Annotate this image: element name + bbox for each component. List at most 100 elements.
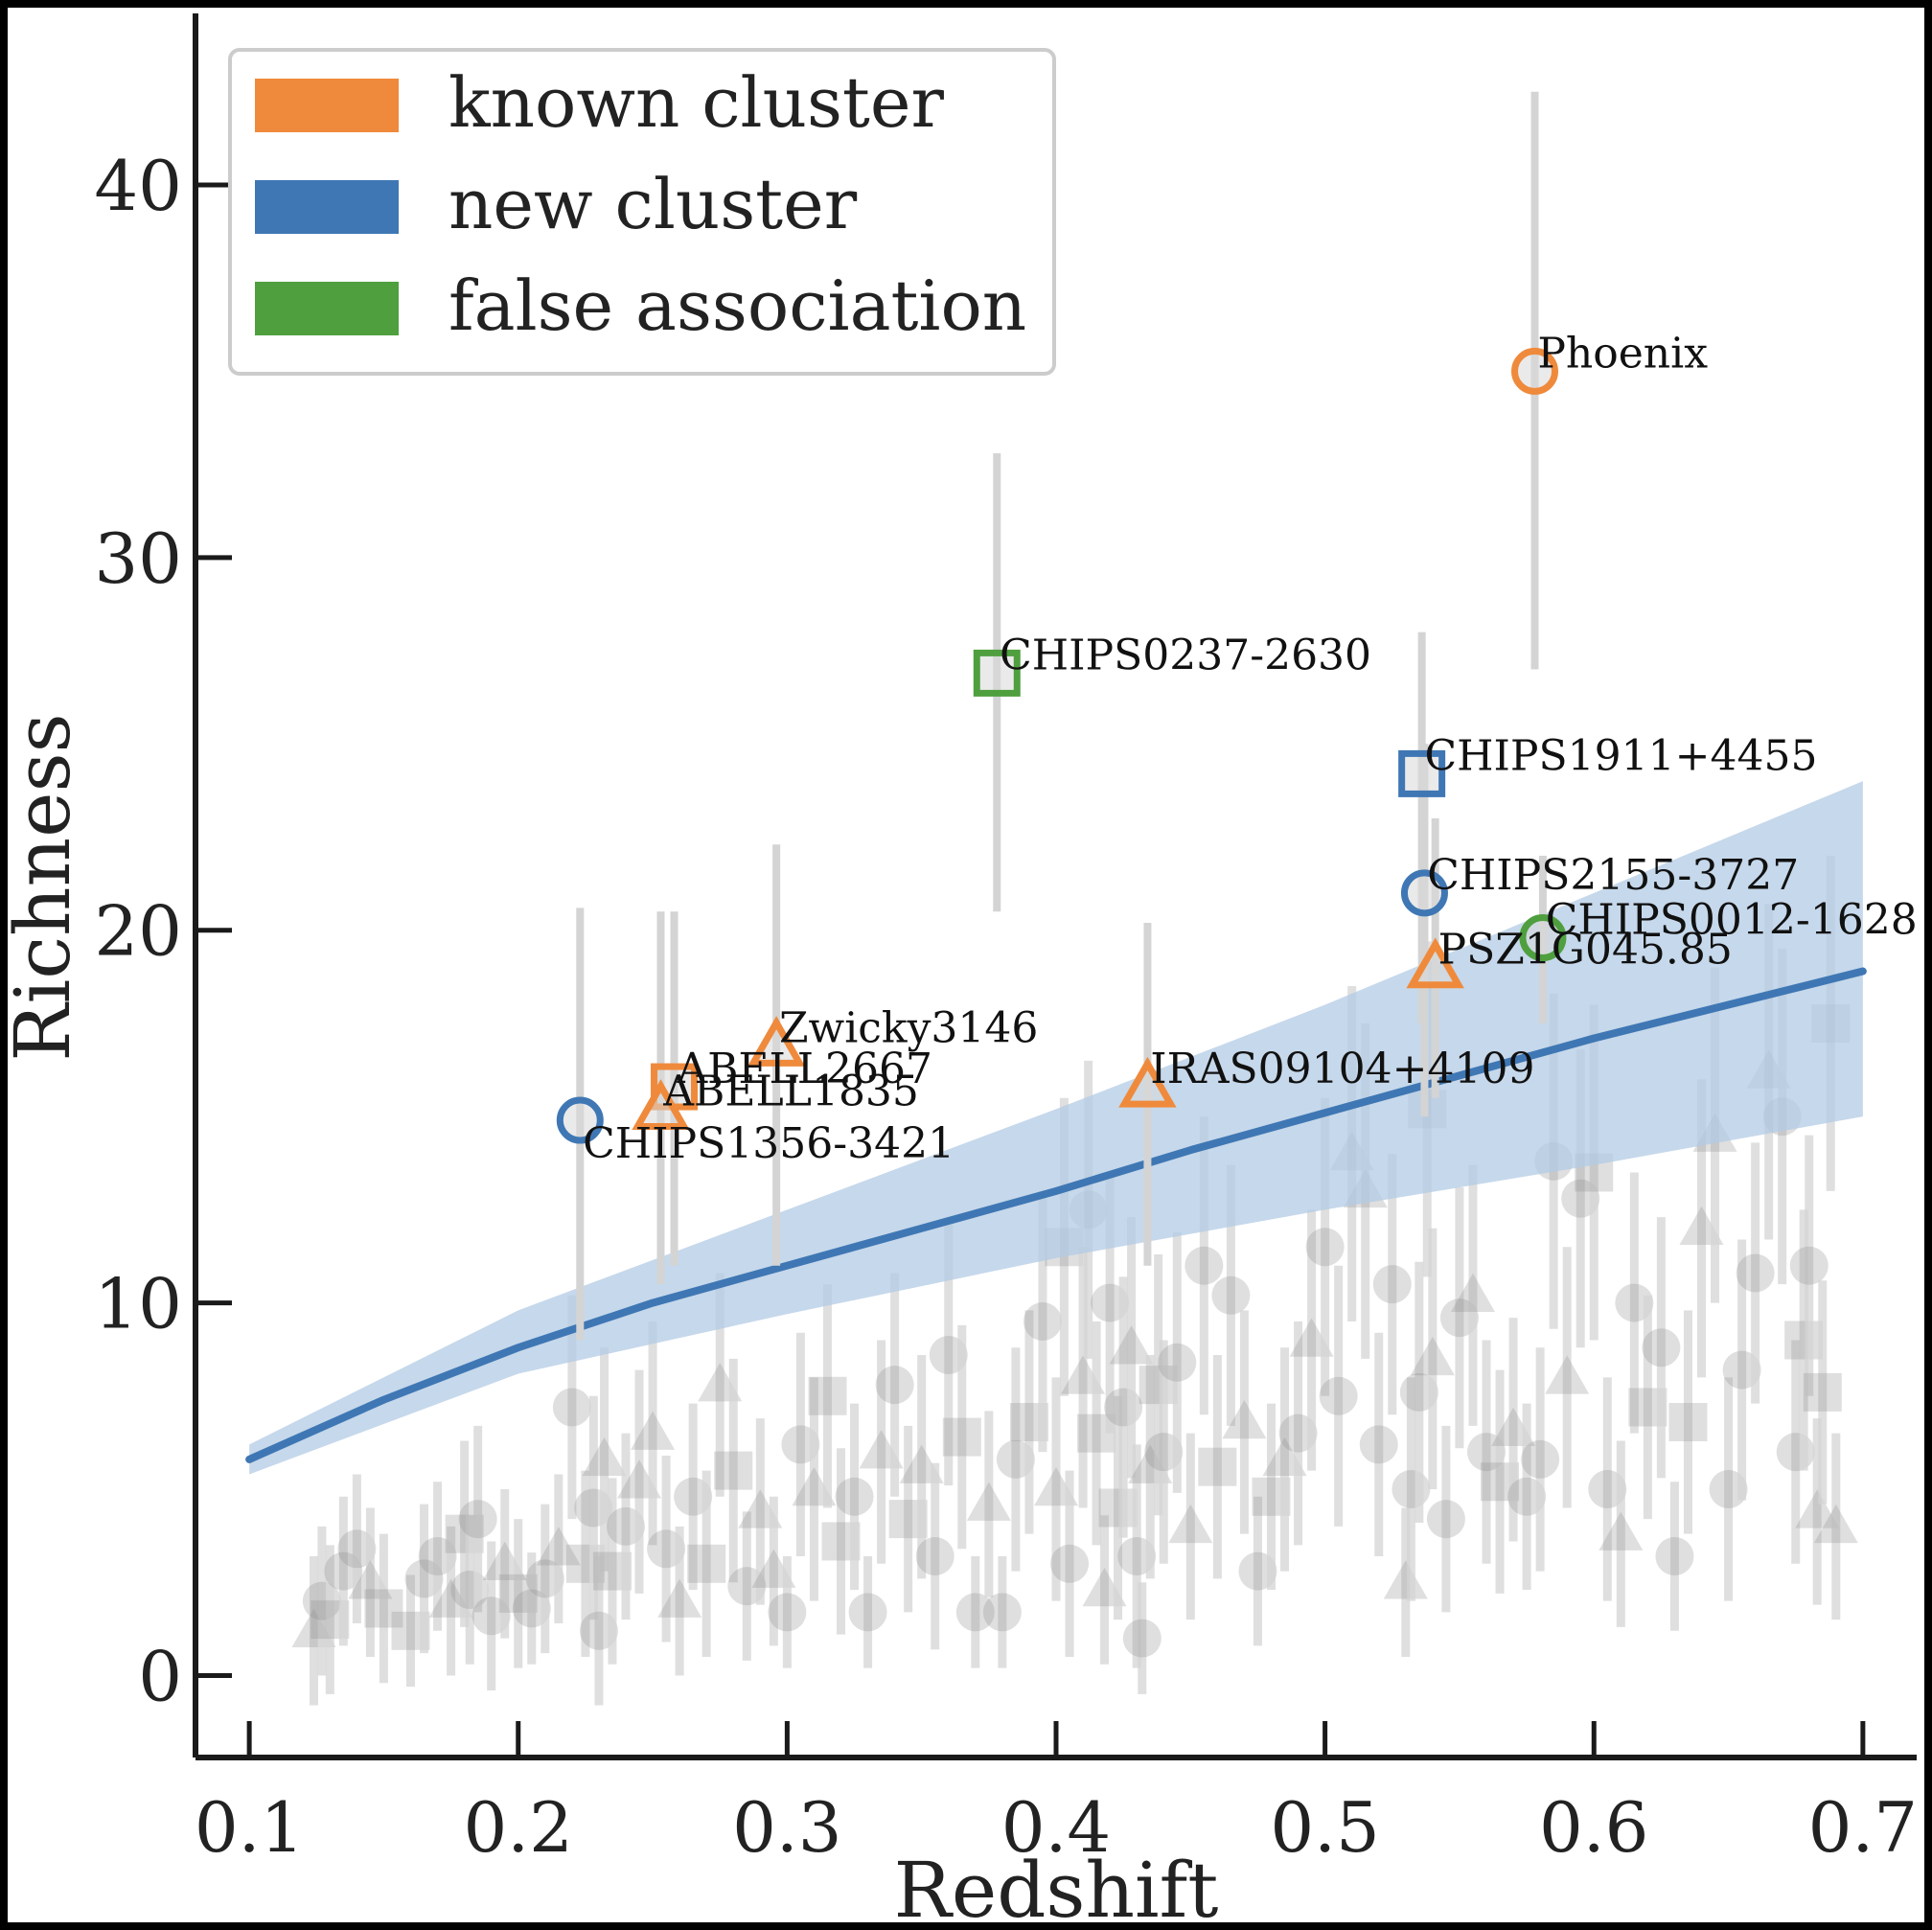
background-point xyxy=(582,1436,627,1477)
background-point xyxy=(1109,1325,1154,1365)
background-point xyxy=(1222,1400,1267,1439)
point-label: CHIPS1911+4455 xyxy=(1424,732,1817,781)
background-point xyxy=(1198,1447,1237,1486)
background-point xyxy=(1372,1265,1412,1304)
background-point xyxy=(982,1593,1022,1632)
background-point xyxy=(955,1593,995,1632)
fit-line xyxy=(245,967,1867,1463)
background-point xyxy=(714,1451,753,1490)
highlighted-points-layer: Phoenix CHIPS0237-2630 CHIPS1911+4455 CHIPS… xyxy=(556,91,1918,1341)
y-axis-title: Richness xyxy=(8,713,87,1061)
background-point xyxy=(808,1376,847,1415)
highlight-point-circle xyxy=(1511,347,1559,395)
point-label: CHIPS1356-3421 xyxy=(583,1119,954,1168)
y-tick-label: 0 xyxy=(138,1636,182,1716)
background-point xyxy=(1122,1619,1162,1658)
background-point xyxy=(687,1544,726,1583)
point-label: PSZ1G045.85 xyxy=(1438,926,1732,975)
background-points-layer xyxy=(291,855,1858,1706)
background-point xyxy=(1776,1433,1815,1472)
background-point xyxy=(1545,1355,1590,1394)
point-label: CHIPS0012-1628 xyxy=(1546,896,1918,945)
background-point xyxy=(1789,1246,1828,1285)
highlight-point-triangle xyxy=(632,1079,690,1130)
legend-label: known cluster xyxy=(448,62,944,143)
background-point xyxy=(1813,1504,1858,1544)
axes-layer: 0.1 0.2 0.3 0.4 0.5 0.6 0.7 0 10 20 30 40 Redshift Ri… xyxy=(8,13,1918,1922)
background-point xyxy=(835,1477,874,1516)
fit-line-layer xyxy=(245,967,1867,1463)
highlight-point-triangle xyxy=(747,1016,806,1067)
point-label: CHIPS0237-2630 xyxy=(1000,632,1371,680)
background-point xyxy=(1392,1470,1431,1509)
background-point xyxy=(1098,1488,1138,1528)
background-point xyxy=(1450,1273,1495,1313)
highlight-point-triangle xyxy=(1118,1056,1177,1108)
legend-swatch xyxy=(255,79,399,132)
highlight-point-circle xyxy=(556,1096,604,1144)
background-point xyxy=(1184,1246,1224,1285)
legend-swatch xyxy=(255,282,399,335)
background-point xyxy=(768,1593,807,1632)
x-tick-label: 0.1 xyxy=(195,1787,305,1868)
background-point xyxy=(1521,1439,1560,1479)
point-label: IRAS09104+4109 xyxy=(1150,1045,1534,1093)
background-point xyxy=(1795,1489,1840,1528)
chart-frame: Phoenix CHIPS0237-2630 CHIPS1911+4455 CHIPS… xyxy=(8,8,1924,1922)
x-tick-label: 0.5 xyxy=(1270,1787,1380,1868)
point-label: CHIPS2155-3727 xyxy=(1427,851,1799,900)
background-point xyxy=(1319,1376,1358,1415)
y-tick-label: 40 xyxy=(94,146,182,226)
background-point xyxy=(942,1417,981,1457)
background-point xyxy=(1383,1560,1428,1599)
background-point xyxy=(1359,1425,1398,1464)
point-label: ABELL1835 xyxy=(662,1067,919,1115)
background-point xyxy=(1138,1366,1178,1405)
background-point xyxy=(915,1537,954,1576)
background-point xyxy=(1426,1500,1465,1539)
background-point xyxy=(1305,1228,1345,1267)
highlight-point-square xyxy=(1398,749,1446,797)
background-point xyxy=(966,1482,1011,1521)
background-point xyxy=(536,1527,581,1566)
point-label: ABELL2667 xyxy=(676,1045,932,1093)
background-point xyxy=(552,1388,591,1427)
background-point xyxy=(657,1578,702,1618)
legend-label: false association xyxy=(448,265,1026,346)
background-point xyxy=(1023,1302,1062,1342)
x-axis-title: Redshift xyxy=(894,1846,1219,1922)
legend-swatch xyxy=(255,180,399,234)
background-point xyxy=(1104,1388,1143,1427)
background-point xyxy=(1158,1343,1197,1382)
legend-label: new cluster xyxy=(448,164,858,244)
background-point xyxy=(1410,1336,1455,1376)
highlight-point-triangle xyxy=(1406,937,1464,989)
background-point xyxy=(1736,1253,1775,1293)
background-point xyxy=(1050,1544,1090,1583)
background-point xyxy=(1168,1504,1213,1544)
background-point xyxy=(1211,1275,1251,1315)
background-point xyxy=(1668,1403,1708,1442)
background-point xyxy=(364,1589,403,1628)
x-tick-label: 0.6 xyxy=(1539,1787,1649,1868)
highlight-point-square xyxy=(973,649,1021,697)
highlight-point-circle xyxy=(1400,869,1448,917)
y-tick-label: 10 xyxy=(94,1264,182,1344)
scatter-chart: Phoenix CHIPS0237-2630 CHIPS1911+4455 CHIPS… xyxy=(8,13,1918,1922)
legend: known cluster new cluster false associatio… xyxy=(228,48,1056,376)
x-tick-label: 0.3 xyxy=(732,1787,842,1868)
highlight-point-circle xyxy=(1519,913,1567,961)
point-label: Phoenix xyxy=(1537,330,1708,379)
point-label: Zwicky3146 xyxy=(779,1003,1038,1052)
background-point xyxy=(458,1500,497,1539)
background-point xyxy=(1803,1372,1842,1412)
background-point xyxy=(848,1593,887,1632)
background-point xyxy=(1598,1511,1644,1551)
y-tick-label: 20 xyxy=(94,891,182,972)
background-point xyxy=(1655,1537,1694,1576)
legend-box xyxy=(228,48,1056,376)
background-point xyxy=(1784,1321,1824,1360)
background-point xyxy=(631,1411,676,1450)
background-point xyxy=(875,1366,914,1405)
background-point xyxy=(1642,1328,1681,1367)
